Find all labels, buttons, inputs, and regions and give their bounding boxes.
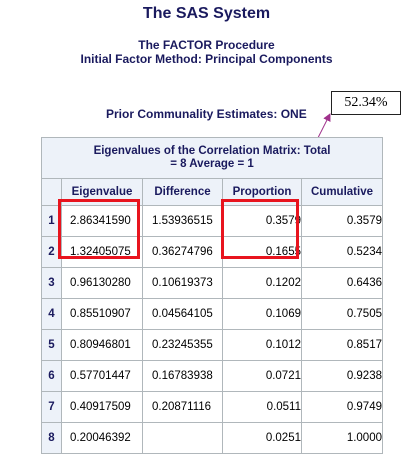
eigenvalue-cell: 2.86341590 — [61, 205, 143, 237]
eigenvalue-cell: 0.80946801 — [61, 329, 143, 361]
proportion-highlight — [221, 199, 299, 259]
table-row: 3 0.96130280 0.10619373 0.1202 0.6436 — [41, 267, 383, 299]
table-row: 2 1.32405075 0.36274796 0.1655 0.5234 — [41, 236, 383, 268]
cumulative-cell: 0.8517 — [301, 329, 383, 361]
cumulative-cell: 0.7505 — [301, 298, 383, 330]
table-caption: Eigenvalues of the Correlation Matrix: T… — [41, 137, 383, 179]
row-number: 2 — [41, 236, 62, 268]
difference-cell: 0.23245355 — [142, 329, 223, 361]
sas-system-title: The SAS System — [142, 5, 271, 22]
cumulative-cell: 1.0000 — [301, 422, 383, 454]
difference-cell: 0.04564105 — [142, 298, 223, 330]
difference-cell: 0.20871116 — [142, 391, 223, 423]
eigenvalue-cell: 0.85510907 — [61, 298, 143, 330]
eigenvalue-cell: 0.40917509 — [61, 391, 143, 423]
caption-line-1: Eigenvalues of the Correlation Matrix: T… — [93, 145, 331, 157]
row-number: 7 — [41, 391, 62, 423]
prior-communality-title: Prior Communality Estimates: ONE — [106, 107, 307, 121]
percent-callout-box: 52.34% — [331, 91, 401, 115]
proportion-cell: 0.0251 — [222, 422, 302, 454]
row-number: 3 — [41, 267, 62, 299]
eigenvalue-cell: 0.96130280 — [61, 267, 143, 299]
table-row: 7 0.40917509 0.20871116 0.0511 0.9749 — [41, 391, 383, 423]
table-row: 5 0.80946801 0.23245355 0.1012 0.8517 — [41, 329, 383, 361]
eigenvalues-table: Eigenvalues of the Correlation Matrix: T… — [41, 137, 383, 454]
header-cumulative: Cumulative — [301, 178, 383, 206]
table-row: 6 0.57701447 0.16783938 0.0721 0.9238 — [41, 360, 383, 392]
difference-cell: 1.53936515 — [142, 205, 223, 237]
proportion-cell: 0.0721 — [222, 360, 302, 392]
header-difference: Difference — [142, 178, 223, 206]
caption-line-2: = 8 Average = 1 — [170, 158, 254, 170]
proportion-cell: 0.0511 — [222, 391, 302, 423]
cumulative-cell: 0.9749 — [301, 391, 383, 423]
cumulative-cell: 0.6436 — [301, 267, 383, 299]
procedure-title: The FACTOR Procedure — [138, 38, 275, 52]
eigenvalue-highlight — [58, 199, 140, 259]
cumulative-cell: 0.9238 — [301, 360, 383, 392]
difference-cell — [142, 422, 223, 454]
method-title: Initial Factor Method: Principal Compone… — [80, 52, 333, 66]
eigenvalue-cell: 1.32405075 — [61, 236, 143, 268]
difference-cell: 0.16783938 — [142, 360, 223, 392]
cumulative-cell: 0.3579 — [301, 205, 383, 237]
difference-cell: 0.10619373 — [142, 267, 223, 299]
proportion-cell: 0.1069 — [222, 298, 302, 330]
table-row: 1 2.86341590 1.53936515 0.3579 0.3579 — [41, 205, 383, 237]
difference-cell: 0.36274796 — [142, 236, 223, 268]
table-row: 4 0.85510907 0.04564105 0.1069 0.7505 — [41, 298, 383, 330]
row-number: 4 — [41, 298, 62, 330]
proportion-cell: 0.3579 — [222, 205, 302, 237]
row-number: 8 — [41, 422, 62, 454]
proportion-cell: 0.1012 — [222, 329, 302, 361]
proportion-cell: 0.1202 — [222, 267, 302, 299]
cumulative-cell: 0.5234 — [301, 236, 383, 268]
eigenvalue-cell: 0.57701447 — [61, 360, 143, 392]
table-row: 8 0.20046392 0.0251 1.0000 — [41, 422, 383, 454]
eigenvalue-cell: 0.20046392 — [61, 422, 143, 454]
header-blank — [41, 178, 62, 206]
row-number: 6 — [41, 360, 62, 392]
row-number: 5 — [41, 329, 62, 361]
